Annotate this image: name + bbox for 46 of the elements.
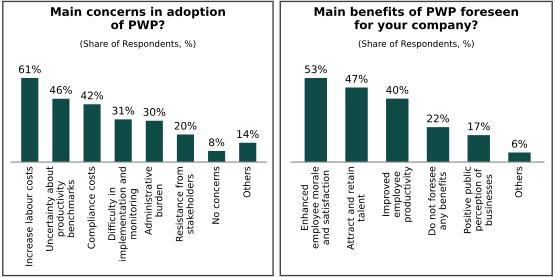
data-label: 17%	[468, 122, 490, 130]
data-label: 30%	[144, 108, 166, 116]
chart-title: Main benefits of PWP foreseen for your company?	[314, 6, 518, 32]
data-label: 47%	[345, 74, 368, 83]
bar	[426, 127, 450, 162]
x-tick-label: Resistance from stakeholders	[176, 167, 194, 242]
x-tick-label: No concerns	[212, 166, 220, 224]
data-label: 22%	[427, 114, 450, 122]
chart-subtitle: (Share of Respondents, %)	[80, 40, 196, 49]
data-label: 6%	[512, 140, 528, 148]
x-tick-label: Others	[243, 166, 250, 198]
x-tick-label: Uncertainty about productivity benchmarks	[46, 166, 74, 251]
x-tick-label: Positive public perception of businesses	[464, 166, 492, 234]
data-label: 46%	[50, 86, 72, 94]
data-label: 20%	[174, 122, 196, 130]
chart-title: Main concerns in adoption of PWP?	[51, 6, 225, 30]
data-label: 61%	[18, 65, 41, 74]
data-label: 53%	[305, 65, 327, 74]
bar	[52, 98, 70, 162]
x-tick-label: Improved employee productivity	[382, 166, 412, 222]
x-tick-label: Difficulty in implementation and monitoring	[108, 167, 138, 261]
data-label: 42%	[80, 92, 104, 100]
x-tick-label: Attract and retain talent	[346, 167, 365, 250]
bar	[21, 78, 38, 162]
bar	[239, 142, 256, 162]
bar	[83, 104, 101, 162]
data-label: 31%	[112, 106, 134, 115]
x-tick-label: Administrative burden	[144, 166, 162, 235]
bar	[208, 151, 226, 162]
bar	[345, 88, 368, 162]
data-label: 8%	[209, 138, 224, 146]
chart-subtitle: (Share of Respondents, %)	[358, 40, 474, 49]
data-label: 40%	[386, 86, 408, 94]
x-tick-label: Others	[514, 166, 522, 198]
bar	[468, 135, 490, 162]
data-label: 14%	[237, 130, 259, 138]
x-tick-label: Compliance costs	[87, 166, 97, 249]
bar	[176, 134, 194, 162]
bar	[146, 120, 163, 162]
bar	[386, 98, 408, 162]
x-tick-label: Enhanced employee morale and satisfaction	[300, 166, 330, 248]
bar	[114, 119, 132, 162]
x-tick-label: Increase labour costs	[25, 166, 33, 266]
bar	[508, 152, 531, 162]
x-tick-label: Do not foresee any benefits	[428, 166, 448, 235]
bar	[304, 78, 328, 162]
